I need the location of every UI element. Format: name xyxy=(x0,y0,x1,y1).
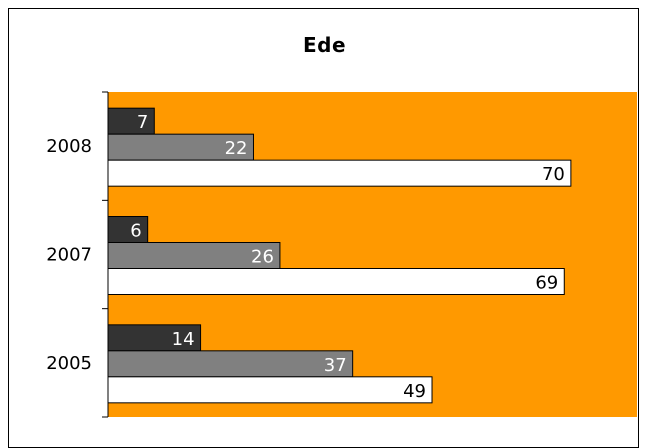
category-label: 2007 xyxy=(46,245,92,266)
bar xyxy=(107,376,433,404)
data-label: 69 xyxy=(535,273,558,294)
bar xyxy=(107,107,155,135)
data-label: 49 xyxy=(403,381,426,402)
chart-title: Ede xyxy=(302,33,347,57)
data-label: 6 xyxy=(130,221,141,242)
bar-chart: 2008 7 22 70 2007 6 26 69 2005 14 37 49 xyxy=(46,91,637,418)
data-label: 37 xyxy=(324,355,347,376)
data-label: 26 xyxy=(251,247,274,268)
bar xyxy=(107,324,202,352)
category-label: 2005 xyxy=(46,353,92,374)
bar xyxy=(107,216,149,243)
bar xyxy=(107,133,254,161)
bar xyxy=(107,242,281,269)
bar xyxy=(107,350,354,378)
data-label: 22 xyxy=(225,138,248,159)
data-label: 7 xyxy=(137,112,148,133)
data-label: 14 xyxy=(172,329,195,350)
bar xyxy=(107,268,565,295)
category-label: 2008 xyxy=(46,136,92,157)
bar xyxy=(107,159,572,187)
data-label: 70 xyxy=(542,164,565,185)
